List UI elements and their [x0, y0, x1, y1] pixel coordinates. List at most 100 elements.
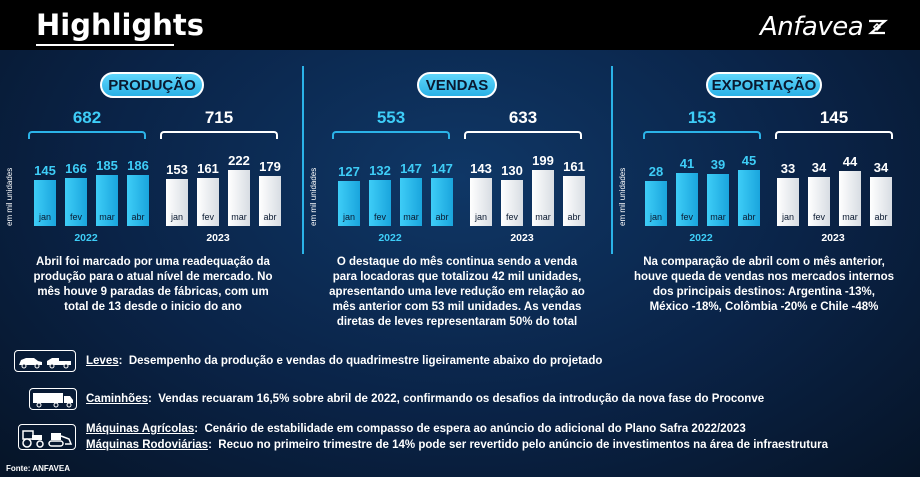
segment-colon: :	[148, 393, 159, 405]
bar-month-label: abr	[263, 212, 277, 222]
total-2022-exportacao: 153	[687, 108, 717, 127]
bracket-2022-exportacao	[643, 131, 761, 139]
bar-month-label: jan	[781, 212, 794, 222]
description-line: diretas de leves representaram 50% do to…	[336, 316, 578, 328]
bar-month-label: mar	[842, 212, 858, 222]
description-exportacao: Na comparação de abril com o mês anterio…	[614, 255, 914, 315]
bar-2022-0	[338, 180, 360, 226]
anfavea-logo: Anfavea	[760, 12, 864, 42]
bar-2022-3	[431, 177, 453, 226]
description-line: produção para o atual nível de mercado. …	[33, 271, 273, 283]
year-label-2023-producao: 2023	[206, 232, 230, 244]
y-axis-label-exportacao: em mil unidades	[618, 167, 627, 226]
year-label-2022-exportacao: 2022	[689, 232, 713, 244]
bar-value-label: 222	[228, 153, 250, 168]
bar-value-label: 45	[741, 153, 757, 168]
bar-2023-0	[777, 178, 799, 226]
bar-value-label: 127	[338, 163, 360, 179]
bar-month-label: fev	[680, 212, 693, 222]
bar-2022-1	[676, 172, 698, 226]
tractor-icon-graphic	[22, 430, 73, 448]
cars-icon-graphic	[19, 358, 71, 369]
bracket-2023-producao	[160, 131, 278, 139]
truck-icon	[29, 388, 77, 410]
bar-value-label: 28	[648, 164, 664, 180]
segment-colon: :	[118, 355, 129, 367]
bar-2022-1	[369, 180, 391, 226]
bar-month-label: abr	[131, 212, 145, 222]
bar-value-label: 130	[501, 163, 523, 179]
segment-text: Vendas recuaram 16,5% sobre abril de 202…	[158, 393, 765, 405]
bar-value-label: 186	[127, 157, 149, 173]
segment-text: Desempenho da produção e vendas do quadr…	[128, 355, 603, 367]
segment-label: Leves	[86, 355, 119, 367]
bar-2023-3	[870, 177, 892, 226]
bar-value-label: 199	[532, 153, 554, 168]
total-2023-producao: 715	[204, 108, 234, 127]
bar-month-label: mar	[710, 212, 726, 222]
bar-2023-0	[470, 178, 492, 226]
bar-month-label: fev	[201, 212, 214, 222]
main-content	[0, 50, 920, 477]
y-axis-label-vendas: em mil unidades	[309, 167, 318, 226]
bar-value-label: 185	[96, 158, 118, 173]
description-line: para locadoras que totalizou 42 mil unid…	[332, 271, 582, 283]
bar-value-label: 161	[563, 158, 585, 174]
page-title: Highlights	[36, 8, 205, 42]
year-label-2022-producao: 2022	[74, 232, 98, 244]
description-line: Na comparação de abril com o mês anterio…	[643, 256, 885, 268]
segment-row-maquinas-rodoviarias: Máquinas Rodoviárias: Recuo no primeiro …	[86, 439, 828, 451]
bar-month-label: mar	[535, 212, 551, 222]
description-line: O destaque do mês continua sendo a venda	[336, 256, 578, 268]
bar-value-label: 41	[679, 155, 695, 171]
bar-2023-1	[197, 178, 219, 226]
anfavea-logo-icon	[868, 19, 888, 35]
bar-month-label: abr	[567, 212, 581, 222]
bar-2022-1	[65, 177, 87, 226]
bar-value-label: 166	[65, 160, 87, 176]
section-label-vendas: VENDAS	[417, 72, 497, 98]
description-line: México -18%, Colômbia -20% e Chile -48%	[649, 301, 879, 313]
segment-label: Máquinas Rodoviárias	[86, 439, 209, 451]
description-producao: Abril foi marcado por uma readequação da…	[8, 255, 298, 315]
year-label-2023-vendas: 2023	[510, 232, 534, 244]
description-line: dos principais destinos: Argentina -13%,	[653, 286, 875, 298]
bar-value-label: 145	[34, 163, 56, 179]
bar-2022-2	[707, 174, 729, 226]
bar-2023-2	[228, 170, 250, 226]
description-line: total de 13 desde o inicio do ano	[64, 301, 242, 313]
section-label-producao: PRODUÇÃO	[100, 72, 204, 98]
bar-month-label: fev	[69, 212, 82, 222]
bar-2023-3	[259, 175, 281, 226]
segment-row-leves: Leves: Desempenho da produção e vendas d…	[86, 355, 602, 367]
segment-label: Máquinas Agrícolas	[86, 423, 195, 435]
bar-2022-0	[34, 180, 56, 226]
bar-month-label: abr	[742, 212, 756, 222]
bar-month-label: mar	[231, 212, 247, 222]
bracket-2023-vendas	[464, 131, 582, 139]
year-label-2022-vendas: 2022	[378, 232, 402, 244]
bar-2022-0	[645, 181, 667, 226]
description-line: apresentando uma leve redução em relação…	[329, 286, 585, 298]
bar-2023-0	[166, 179, 188, 226]
section-divider	[611, 66, 613, 254]
bar-value-label: 34	[811, 160, 827, 176]
bar-month-label: jan	[38, 212, 51, 222]
section-divider	[302, 66, 304, 254]
bar-value-label: 179	[259, 158, 281, 174]
description-line: houve queda de vendas nos mercados inter…	[633, 271, 895, 283]
bar-2023-1	[501, 180, 523, 226]
year-label-2023-exportacao: 2023	[821, 232, 845, 244]
description-line: mês houve 9 paradas de fábricas, com um	[37, 286, 269, 298]
bar-value-label: 161	[197, 161, 219, 177]
bar-month-label: mar	[99, 212, 115, 222]
segment-text: Cenário de estabilidade em compasso de e…	[204, 423, 746, 435]
bar-value-label: 132	[369, 163, 391, 179]
y-axis-label-producao: em mil unidades	[5, 167, 14, 226]
bar-month-label: jan	[474, 212, 487, 222]
bar-2023-1	[808, 177, 830, 226]
bar-value-label: 33	[780, 161, 796, 176]
bar-2022-2	[400, 177, 422, 226]
segment-row-caminhoes: Caminhões: Vendas recuaram 16,5% sobre a…	[86, 393, 764, 405]
bar-month-label: fev	[373, 212, 386, 222]
